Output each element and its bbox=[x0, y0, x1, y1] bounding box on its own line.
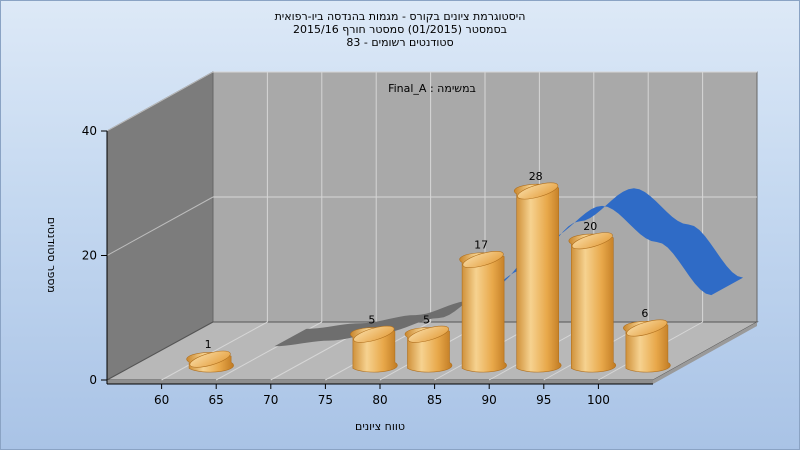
bar-body bbox=[459, 252, 507, 373]
chart-subtitle-registered: סטודנטים רשומים - 83 bbox=[346, 36, 454, 49]
x-tick-label: 75 bbox=[318, 393, 333, 407]
bar-cap bbox=[517, 182, 559, 200]
bar-value-label: 17 bbox=[474, 238, 488, 251]
labels-layer: 1 5 5 17 28 20 6 במשימה : Final_A 0 20 40 60 65 70 75 8… bbox=[45, 82, 653, 433]
bar bbox=[513, 182, 562, 373]
x-axis-title: טווח ציונים bbox=[355, 420, 405, 433]
bar-value-label: 5 bbox=[368, 313, 375, 326]
y-tick-label: 40 bbox=[82, 124, 97, 138]
side-gridline-y bbox=[106, 196, 214, 256]
floor-edge bbox=[107, 380, 653, 384]
bar bbox=[623, 319, 671, 373]
x-tick-label: 70 bbox=[263, 393, 278, 407]
bar-value-label: 28 bbox=[529, 170, 543, 183]
curve-layer bbox=[274, 188, 744, 347]
floor-gridline-x bbox=[161, 321, 268, 381]
bar bbox=[459, 251, 507, 373]
x-tick-label: 60 bbox=[154, 393, 169, 407]
y-tick-label: 20 bbox=[82, 249, 97, 263]
x-tick-label: 65 bbox=[209, 393, 224, 407]
chart-subtitle-semester: בסמסטר (01/2015) סמסטר חורף 2015/16 bbox=[293, 23, 507, 36]
bar-value-label: 5 bbox=[423, 313, 430, 326]
bar-cap bbox=[571, 232, 613, 250]
x-tick-label: 85 bbox=[427, 393, 442, 407]
bar-cap bbox=[462, 251, 504, 268]
bar bbox=[404, 325, 453, 373]
bars-layer bbox=[186, 182, 671, 373]
bar-cap bbox=[407, 325, 450, 343]
bar bbox=[568, 232, 617, 373]
y-tick-label: 0 bbox=[89, 373, 97, 387]
floor-side-edge bbox=[653, 322, 757, 384]
x-tick-label: 90 bbox=[482, 393, 497, 407]
bar-cap bbox=[189, 350, 231, 368]
bar-value-label: 1 bbox=[205, 338, 212, 351]
y-axis-title: מספר סטודנטים bbox=[45, 217, 58, 293]
side-gridline-y bbox=[106, 71, 214, 132]
chart-grid bbox=[106, 71, 757, 381]
x-tick-label: 100 bbox=[587, 393, 610, 407]
chart-title: היסטוגרמת ציונים בקורס - מגמות בהנדסה בי… bbox=[274, 10, 526, 23]
bar-cap bbox=[353, 325, 395, 343]
bar bbox=[350, 325, 398, 373]
bar-body bbox=[513, 183, 562, 373]
bar bbox=[186, 350, 234, 373]
bar-value-label: 20 bbox=[583, 220, 597, 233]
curve-ribbon bbox=[471, 188, 744, 298]
chart-title-block: היסטוגרמת ציונים בקורס - מגמות בהנדסה בי… bbox=[0, 10, 800, 49]
bar-cap bbox=[626, 319, 668, 337]
x-tick-label: 80 bbox=[372, 393, 387, 407]
curve-ribbon-back bbox=[274, 280, 503, 347]
bar-body bbox=[568, 233, 617, 373]
bar-value-label: 6 bbox=[641, 307, 648, 320]
chart-annotation: במשימה : Final_A bbox=[388, 82, 476, 95]
x-tick-label: 95 bbox=[536, 393, 551, 407]
